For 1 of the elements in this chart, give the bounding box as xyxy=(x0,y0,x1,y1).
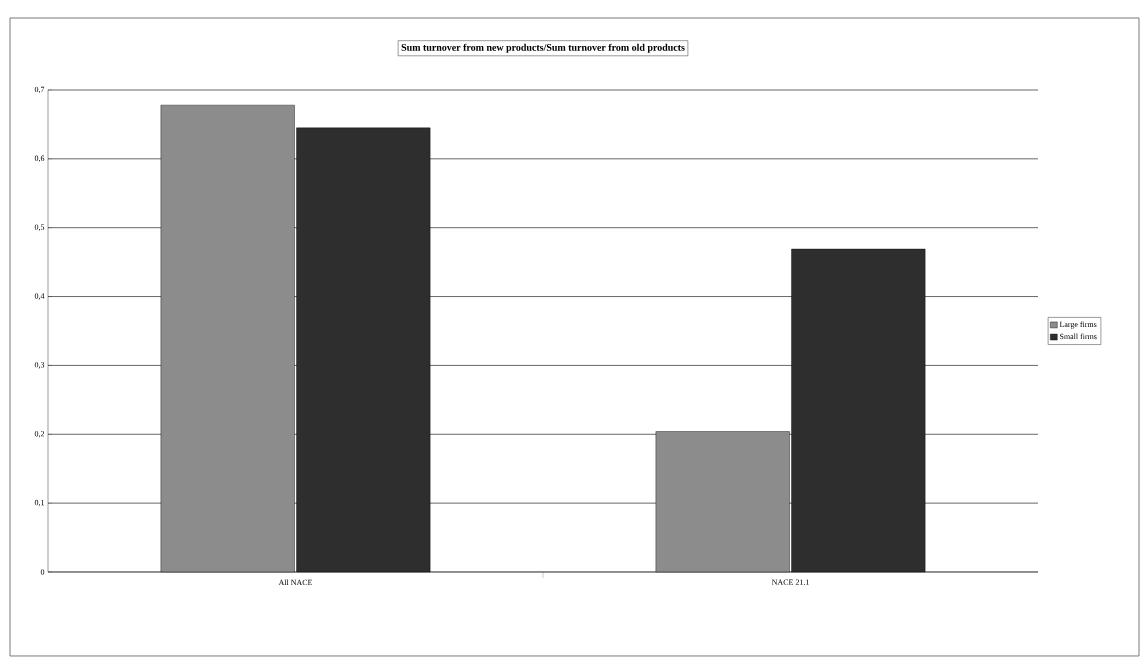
chart-title: Sum turnover from new products/Sum turnover from old products xyxy=(401,43,685,53)
